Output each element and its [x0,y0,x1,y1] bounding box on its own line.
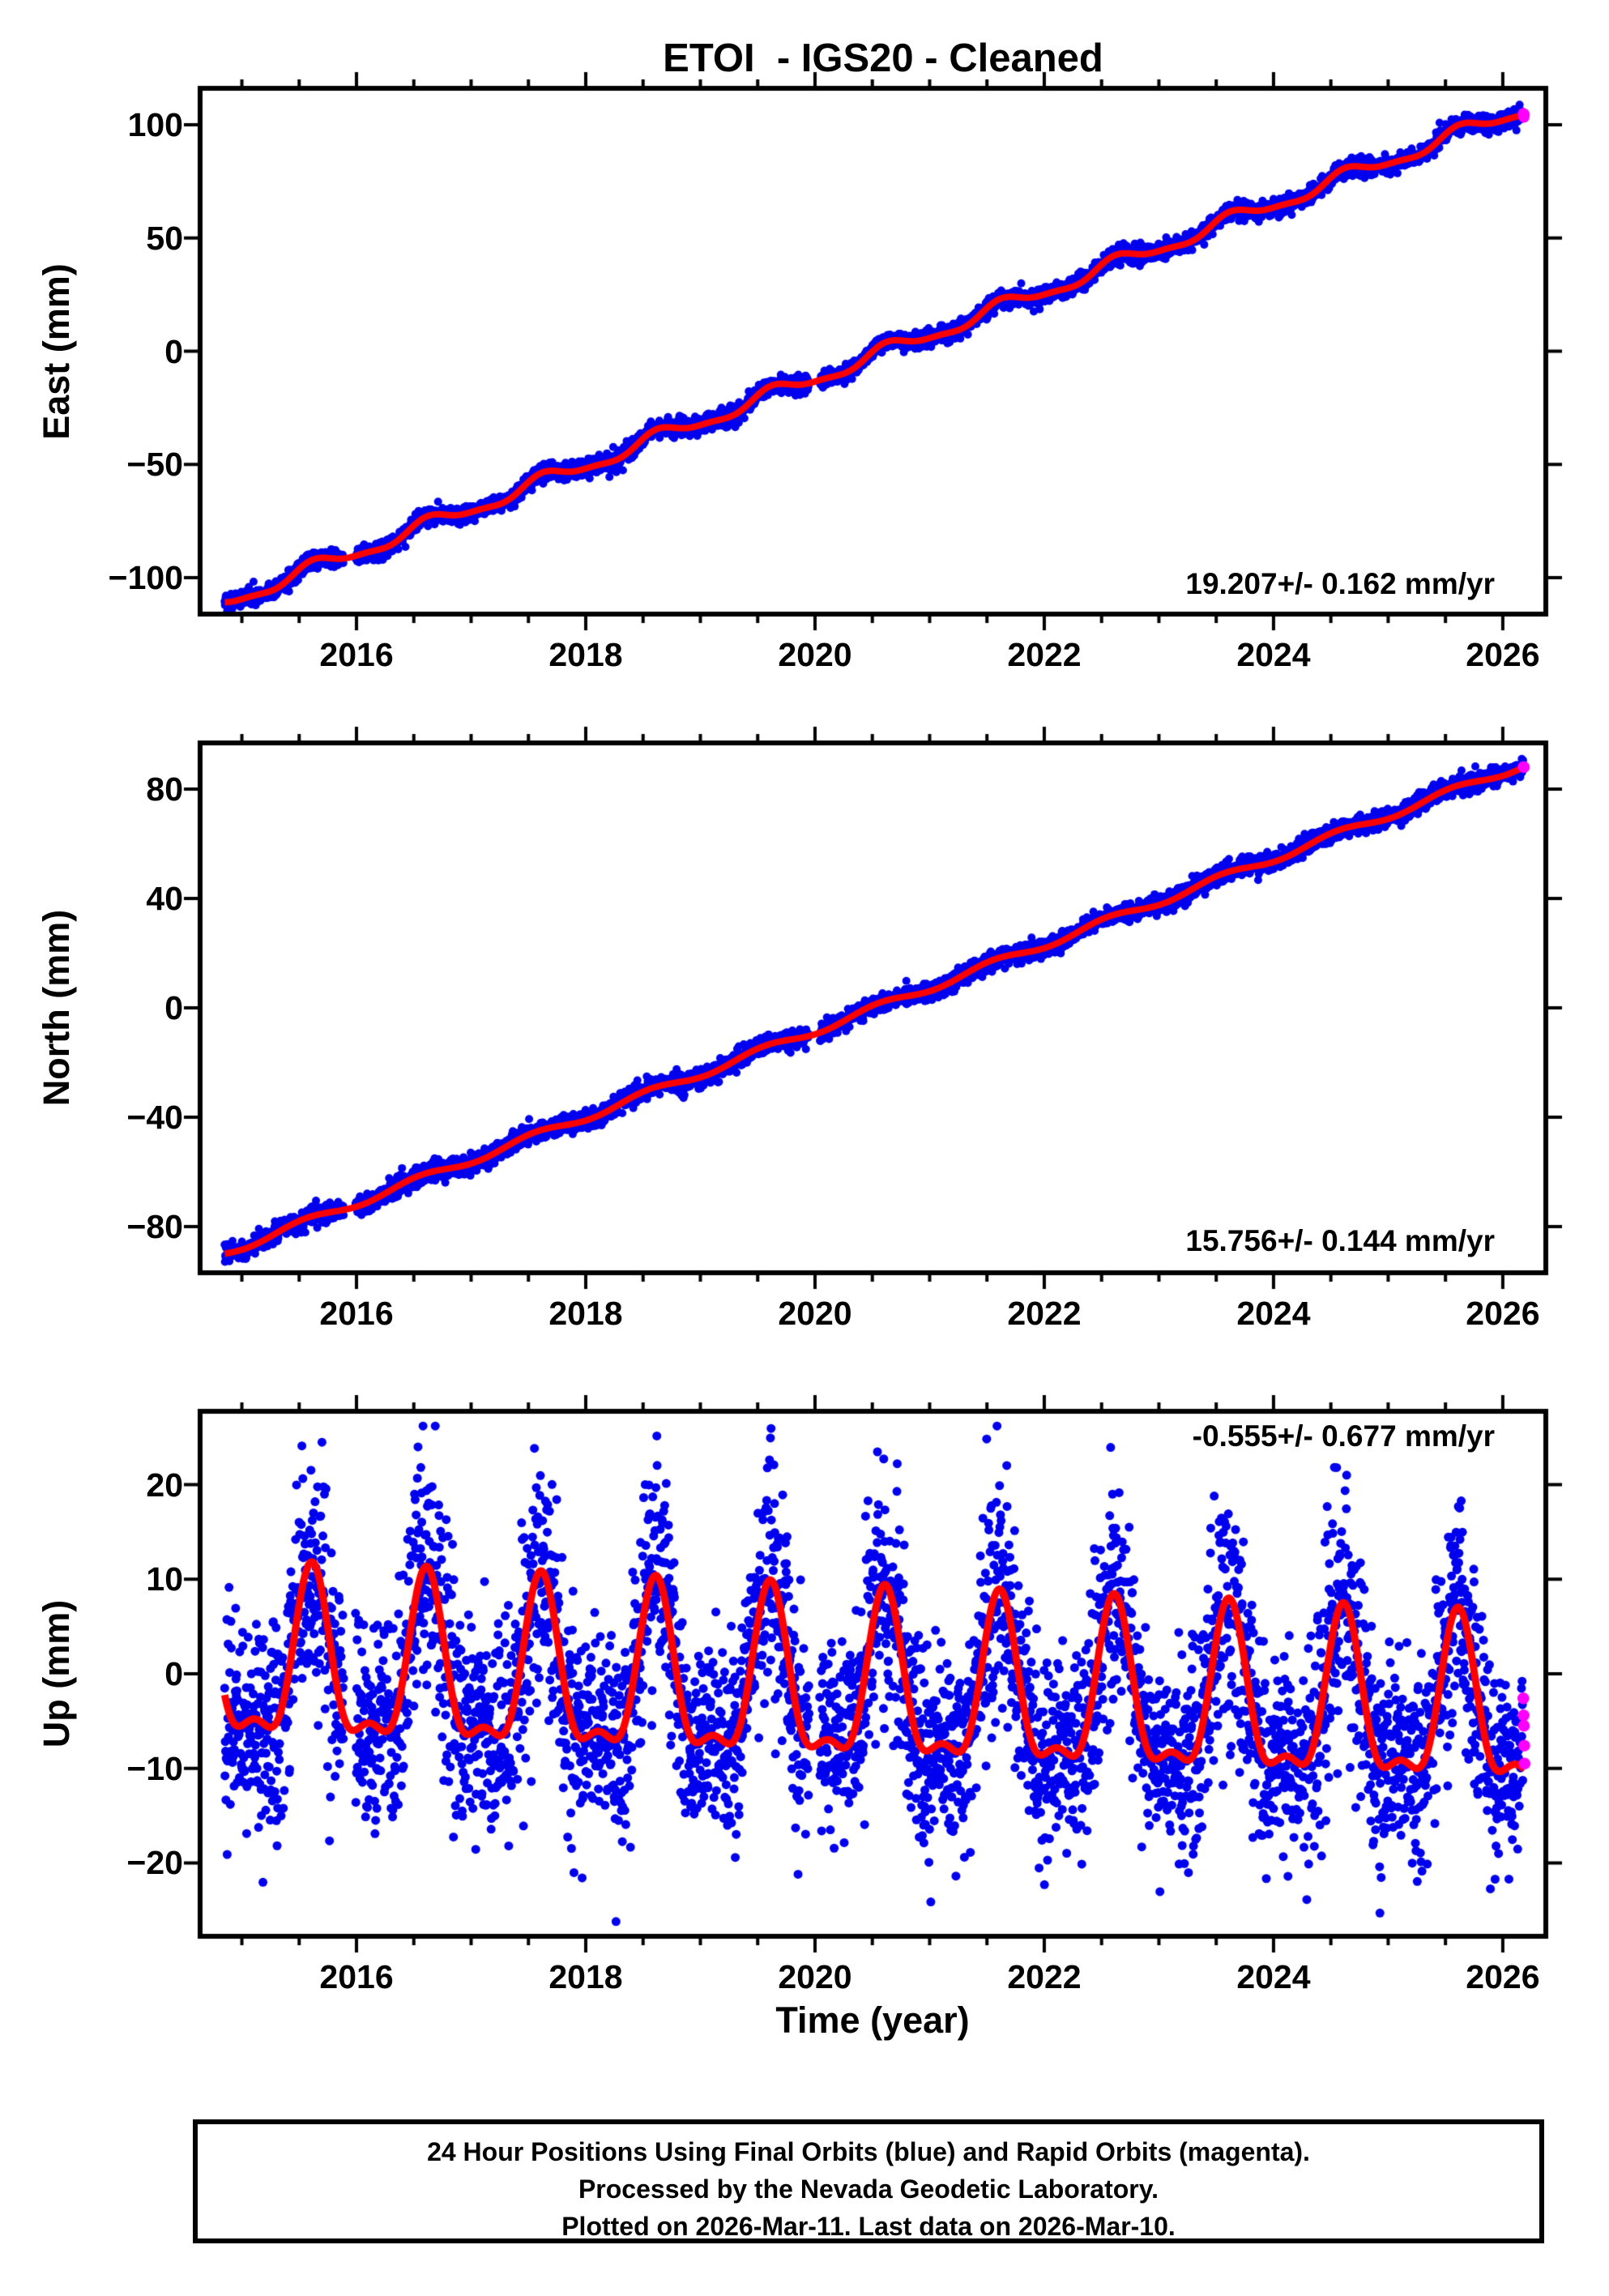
y-tick-label-up: 0 [164,1655,183,1692]
x-tick-label-east: 2024 [1236,636,1311,673]
x-tick-label-up: 2016 [319,1958,394,1995]
x-tick-label-north: 2024 [1236,1295,1311,1332]
x-tick-label-east: 2022 [1007,636,1082,673]
x-tick-label-north: 2020 [778,1295,852,1332]
x-tick-label-north: 2018 [548,1295,623,1332]
x-tick-label-up: 2020 [778,1958,852,1995]
y-tick-label-up: −10 [126,1749,183,1787]
page-title: ETOI - IGS20 - Cleaned [663,36,1103,80]
x-tick-label-east: 2016 [319,636,394,673]
y-tick-label-east: 50 [146,219,183,257]
x-tick-label-east: 2020 [778,636,852,673]
x-tick-label-north: 2026 [1466,1295,1540,1332]
footer-box: 24 Hour Positions Using Final Orbits (bl… [193,2119,1544,2243]
footer-line-processed-by: Processed by the Nevada Geodetic Laborat… [578,2174,1159,2204]
y-tick-label-north: −40 [126,1099,183,1136]
y-tick-label-east: 100 [127,105,183,143]
y-tick-label-north: 40 [146,880,183,917]
footer-line-orbits: 24 Hour Positions Using Final Orbits (bl… [427,2137,1310,2166]
rate-annotation-up: -0.555+/- 0.677 mm/yr [1192,1419,1495,1453]
x-tick-label-north: 2022 [1007,1295,1082,1332]
x-tick-label-up: 2018 [548,1958,623,1995]
x-axis-title: Time (year) [775,1999,970,2041]
rate-annotation-east: 19.207+/- 0.162 mm/yr [1185,567,1495,600]
x-tick-label-up: 2022 [1007,1958,1082,1995]
x-tick-label-up: 2024 [1236,1958,1311,1995]
y-tick-label-east: −50 [126,446,183,484]
footer-line-dates: Plotted on 2026-Mar-11. Last data on 202… [561,2212,1176,2241]
y-tick-label-east: 0 [164,332,183,370]
x-tick-label-east: 2018 [548,636,623,673]
y-tick-label-up: 20 [146,1466,183,1504]
x-tick-label-east: 2026 [1466,636,1540,673]
y-tick-label-up: −20 [126,1844,183,1882]
y-tick-label-north: 0 [164,989,183,1026]
y-tick-label-up: 10 [146,1560,183,1598]
x-tick-label-north: 2016 [319,1295,394,1332]
rate-annotation-north: 15.756+/- 0.144 mm/yr [1185,1224,1495,1257]
y-tick-label-north: −80 [126,1208,183,1245]
x-tick-label-up: 2026 [1466,1958,1540,1995]
y-tick-label-north: 80 [146,770,183,808]
y-tick-label-east: −100 [108,559,183,597]
